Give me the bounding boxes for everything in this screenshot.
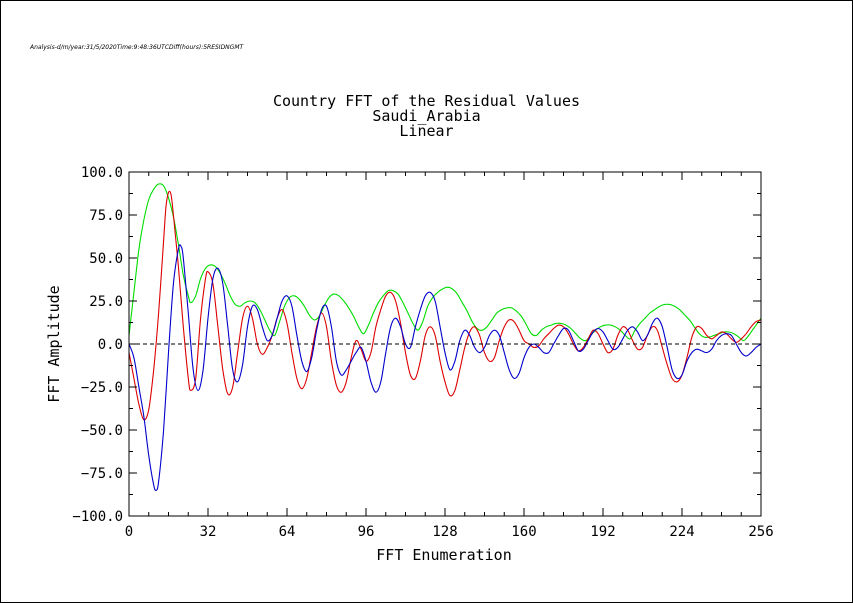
- x-tick-label: 32: [200, 524, 217, 540]
- x-tick-label: 224: [669, 524, 694, 540]
- y-tick-label: 50.0: [89, 251, 123, 267]
- y-tick-label: 25.0: [89, 294, 123, 310]
- x-axis-label: FFT Enumeration: [376, 546, 511, 564]
- x-tick-label: 0: [125, 524, 133, 540]
- y-tick-label: 100.0: [81, 165, 123, 181]
- y-axis-label: FFT Amplitude: [45, 285, 63, 402]
- chart-scale-label: Linear: [399, 122, 454, 140]
- blue-series-line: [128, 244, 762, 491]
- red-series-line: [128, 190, 762, 421]
- x-tick-label: 128: [432, 524, 457, 540]
- green-series-line: [128, 183, 762, 342]
- axes-layer: −100.0 −75.0 −50.0 −25.0 0.0 25.0 50.0 75.0 100.…: [72, 165, 773, 540]
- x-tick-label: 64: [279, 524, 296, 540]
- analysis-meta-line: Analysis-d/m/year:31/5/2020Time:9:48:36U…: [30, 44, 244, 51]
- x-tick-label: 160: [511, 524, 536, 540]
- chart-title: Country FFT of the Residual Values: [272, 92, 581, 110]
- y-tick-label: 0.0: [98, 337, 123, 353]
- y-tick-label: 75.0: [89, 208, 123, 224]
- y-tick-label: −25.0: [81, 380, 123, 396]
- series-layer: [128, 183, 762, 491]
- x-tick-label: 192: [590, 524, 615, 540]
- y-tick-label: −75.0: [81, 466, 123, 482]
- chart-subtitle: Saudi_Arabia: [372, 107, 481, 125]
- x-tick-label: 96: [358, 524, 375, 540]
- y-tick-label: −100.0: [72, 509, 123, 525]
- y-tick-label: −50.0: [81, 423, 123, 439]
- x-tick-label: 256: [748, 524, 773, 540]
